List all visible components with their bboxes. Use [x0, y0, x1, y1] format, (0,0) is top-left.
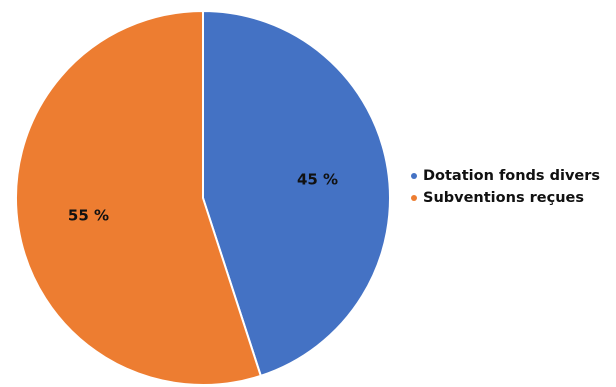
chart-legend: Dotation fonds divers Subventions reçues: [411, 165, 600, 209]
pie-slice-value-label: 55 %: [68, 207, 109, 225]
pie-slice-2: [15, 10, 262, 386]
legend-label: Dotation fonds divers: [423, 168, 601, 184]
pie-slice-value-label: 45 %: [297, 170, 338, 188]
legend-label: Subventions reçues: [423, 190, 584, 206]
pie-slice-labels: 45 % 55 %: [68, 170, 338, 224]
pie-slice-1: [202, 10, 391, 377]
pie-slices: [15, 10, 391, 386]
legend-item: Subventions reçues: [411, 187, 600, 209]
legend-marker-icon: [411, 173, 417, 179]
legend-item: Dotation fonds divers: [411, 165, 600, 187]
legend-marker-icon: [411, 195, 417, 201]
